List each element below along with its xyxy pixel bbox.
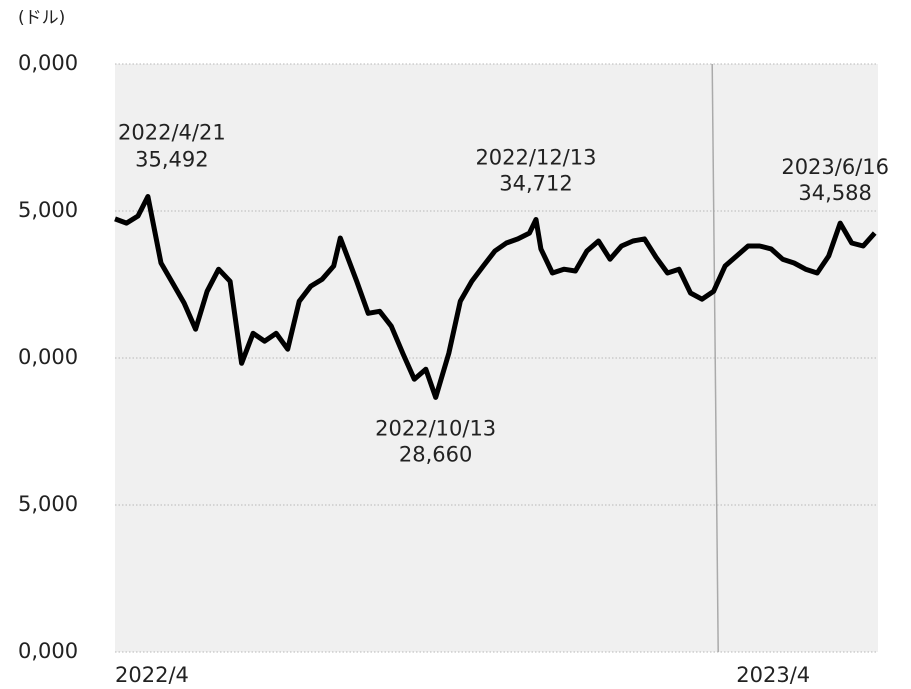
x-tick-label: 2022/4: [115, 663, 189, 687]
annotation-value: 28,660: [399, 442, 472, 466]
y-tick-label: 5,000: [18, 198, 78, 222]
y-axis-label: (ドル): [18, 8, 65, 28]
annotation-date: 2022/10/13: [375, 416, 496, 440]
y-tick-label: 0,000: [18, 51, 78, 75]
annotation-date: 2022/12/13: [475, 145, 596, 169]
y-tick-label: 0,000: [18, 345, 78, 369]
y-tick-label: 0,000: [18, 639, 78, 663]
annotation-value: 35,492: [135, 148, 208, 172]
annotation-date: 2022/4/21: [118, 121, 226, 145]
annotation-date: 2023/6/16: [781, 155, 889, 179]
line: [114, 194, 877, 400]
x-tick-line: [711, 63, 719, 653]
y-tick-label: 5,000: [18, 492, 78, 516]
x-tick-label: 2023/4: [736, 663, 810, 687]
annotation-value: 34,588: [798, 181, 871, 205]
annotation-value: 34,712: [499, 171, 572, 195]
